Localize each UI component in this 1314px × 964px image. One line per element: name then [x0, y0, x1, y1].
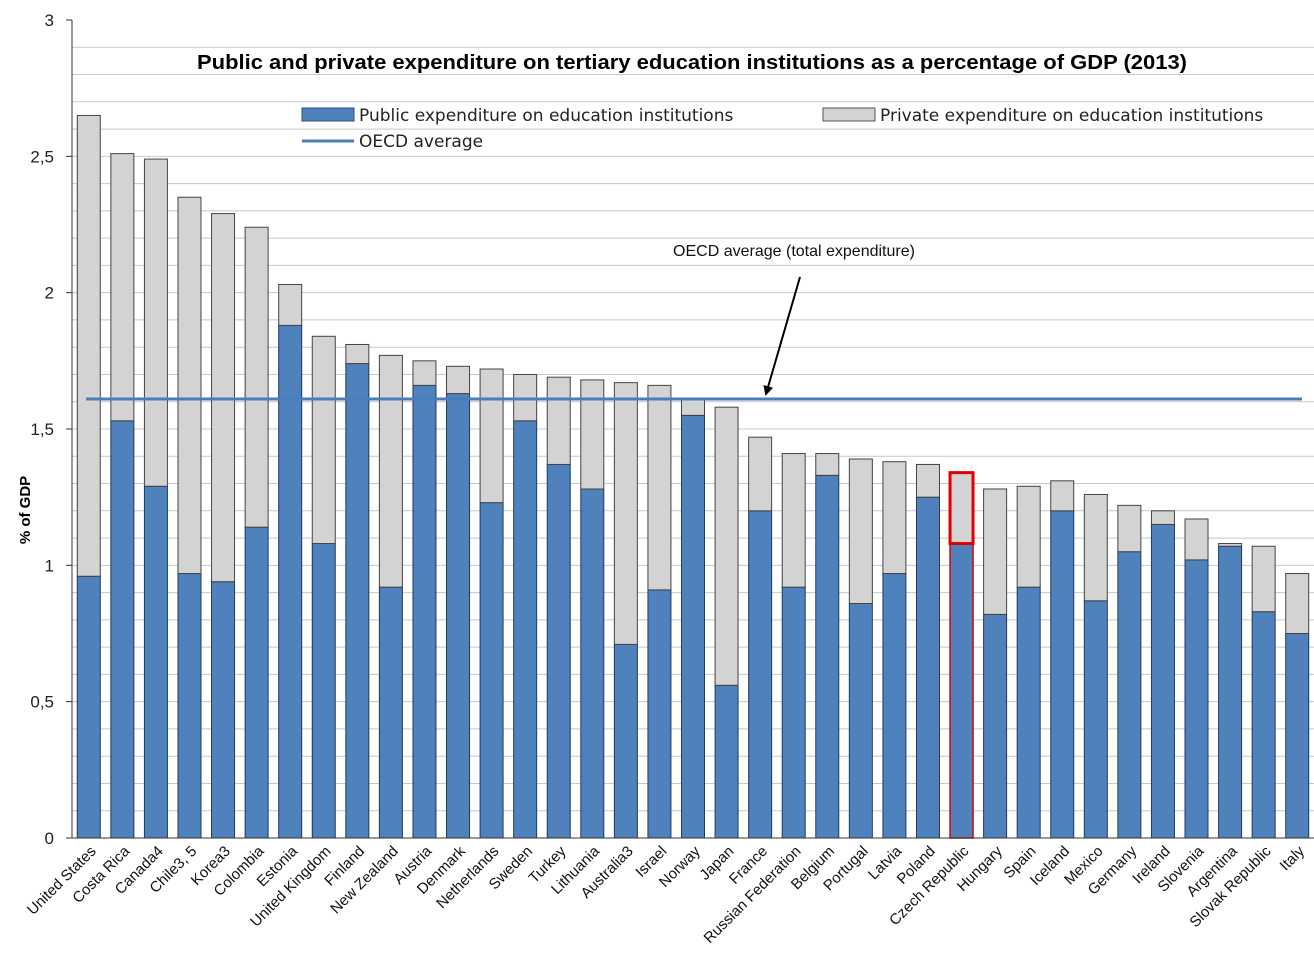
y-tick-label: 3	[45, 11, 54, 30]
bar-private	[681, 398, 705, 416]
bar-public	[76, 575, 101, 839]
bar-private	[714, 406, 739, 686]
bar-private	[815, 453, 840, 476]
bar-public	[1117, 551, 1142, 839]
bar-public	[1150, 523, 1175, 839]
bar-private	[613, 382, 638, 645]
legend: Public expenditure on education institut…	[301, 106, 1263, 152]
oecd-annotation-arrow	[763, 276, 801, 396]
y-axis-label: % of GDP	[17, 476, 34, 544]
bar-private	[1150, 510, 1175, 525]
bar-private	[915, 463, 940, 498]
bar-public	[513, 420, 538, 839]
bar-public	[1083, 600, 1108, 839]
bar-public	[211, 581, 236, 839]
bar-private	[1251, 545, 1276, 613]
bar-public	[1218, 545, 1243, 839]
y-tick-label: 2,5	[30, 147, 54, 166]
bar-private	[1050, 480, 1075, 512]
y-tick-label: 2	[45, 284, 54, 303]
oecd-annotation: OECD average (total expenditure)	[673, 243, 915, 260]
bar-private	[378, 354, 403, 588]
y-tick-label: 1	[45, 556, 54, 575]
bar-private	[345, 343, 370, 365]
bar-private	[1184, 518, 1209, 561]
bar-private	[446, 365, 471, 395]
legend-swatch-private	[822, 107, 876, 122]
bar-public	[580, 488, 605, 839]
bar-private	[278, 283, 303, 326]
bar-private	[479, 368, 504, 504]
bar-private	[748, 436, 773, 512]
y-tick-label: 0	[45, 829, 54, 848]
y-axis: 0 0,5 1 1,5 2 2,5 3	[30, 11, 73, 848]
bar-public	[613, 643, 638, 839]
bar-private	[244, 226, 269, 528]
bar-public	[479, 502, 504, 839]
bar-public	[110, 420, 135, 839]
bar-private	[1016, 485, 1041, 588]
bar-public	[815, 474, 840, 839]
legend-label-public: Public expenditure on education institut…	[359, 106, 733, 126]
bar-public	[882, 573, 907, 839]
bar-public	[345, 363, 370, 839]
bar-public	[949, 543, 974, 839]
bar-private	[412, 360, 437, 386]
chart-title: Public and private expenditure on tertia…	[197, 52, 1187, 74]
bar-public	[1251, 611, 1276, 839]
y-tick-label: 0,5	[30, 693, 54, 712]
bar-private	[781, 453, 806, 588]
bar-private	[882, 461, 907, 575]
bar-public	[278, 324, 303, 839]
bar-private	[1083, 493, 1108, 602]
bar-private	[143, 158, 168, 487]
legend-swatch-public	[301, 107, 355, 122]
bar-private	[311, 335, 336, 545]
bar-private	[983, 488, 1008, 615]
bar-private	[1285, 573, 1310, 634]
bar-public	[681, 414, 705, 839]
y-tick-label: 1,5	[30, 420, 54, 439]
bar-private	[546, 376, 571, 465]
bar-private	[76, 114, 101, 577]
bar-public	[143, 485, 168, 839]
x-tick-label: Italy	[1277, 842, 1309, 874]
bar-public	[714, 684, 739, 839]
legend-label-oecd: OECD average	[359, 132, 483, 152]
bar-public	[1050, 510, 1075, 839]
legend-label-private: Private expenditure on education institu…	[880, 106, 1263, 126]
bar-public	[1285, 633, 1310, 839]
bar-public	[446, 393, 471, 839]
bar-private	[580, 379, 605, 490]
bar-public	[412, 384, 437, 839]
bar-private	[647, 384, 672, 591]
bar-public	[983, 613, 1008, 839]
bar-public	[781, 586, 806, 839]
bar-private	[1218, 543, 1243, 547]
bar-public	[546, 463, 571, 839]
bar-private	[848, 458, 873, 605]
bar-private	[110, 153, 135, 422]
bar-public	[311, 543, 336, 839]
bars	[76, 114, 1310, 839]
bar-public	[748, 510, 773, 839]
bar-public	[378, 586, 403, 839]
bar-private	[1117, 504, 1142, 553]
bar-public	[244, 526, 269, 839]
bar-public	[915, 496, 940, 839]
bar-public	[177, 573, 202, 839]
bar-private	[948, 471, 975, 546]
bar-private	[177, 196, 202, 575]
bar-public	[1184, 559, 1209, 839]
bar-public	[647, 589, 672, 839]
bar-public	[1016, 586, 1041, 839]
bar-public	[848, 603, 873, 839]
